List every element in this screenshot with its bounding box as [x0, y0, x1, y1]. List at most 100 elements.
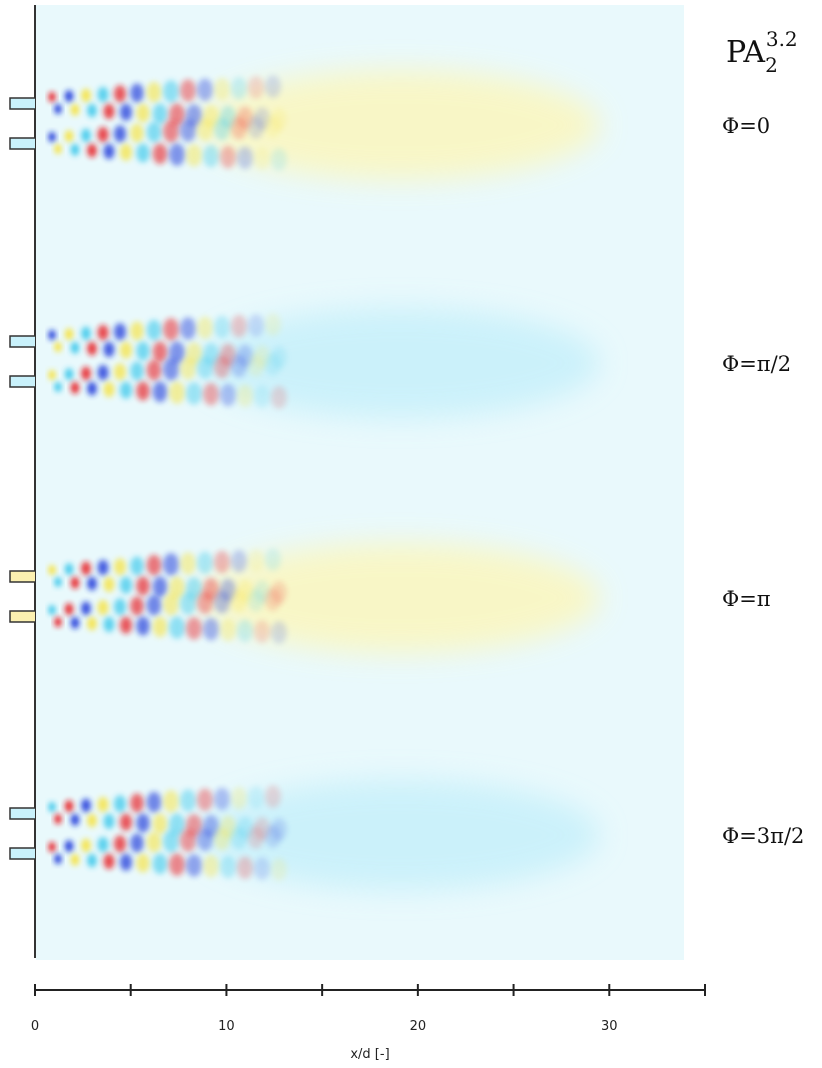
field-blob — [169, 143, 185, 166]
x-tick-label: 30 — [601, 1019, 618, 1034]
field-blob — [48, 842, 56, 852]
field-blob — [146, 791, 162, 813]
field-blob — [70, 616, 80, 629]
field-blob — [130, 793, 144, 813]
field-blob — [48, 802, 56, 812]
field-blob — [231, 76, 247, 100]
field-blob — [265, 353, 281, 376]
field-blob — [70, 853, 80, 866]
field-blob — [64, 603, 74, 616]
field-blob — [163, 593, 179, 616]
field-blob — [214, 315, 230, 339]
field-blob — [54, 104, 62, 114]
field-blob — [81, 561, 91, 576]
field-blob — [248, 826, 264, 849]
field-blob — [136, 576, 150, 596]
field-blob — [48, 132, 56, 142]
field-haze — [200, 70, 600, 180]
field-blob — [70, 813, 80, 826]
field-blob — [152, 381, 168, 403]
x-tick-label: 10 — [218, 1019, 235, 1034]
field-blob — [231, 354, 247, 378]
nozzle — [9, 335, 35, 348]
field-blob — [265, 115, 281, 138]
field-blob — [231, 786, 247, 810]
field-blob — [146, 319, 162, 341]
field-blob — [48, 92, 56, 102]
field-blob — [70, 381, 80, 394]
field-blob — [197, 828, 213, 852]
field-haze — [200, 780, 600, 890]
field-blob — [48, 370, 56, 380]
field-blob — [146, 121, 162, 143]
field-blob — [113, 363, 127, 381]
panel-label: Φ=π/2 — [722, 352, 791, 376]
field-blob — [248, 354, 264, 377]
field-blob — [265, 313, 281, 336]
field-blob — [130, 321, 144, 341]
field-blob — [203, 144, 219, 168]
field-blob — [97, 559, 109, 576]
field-blob — [237, 384, 253, 408]
field-blob — [271, 858, 287, 881]
field-blob — [64, 130, 74, 143]
field-blob — [197, 356, 213, 380]
field-blob — [231, 549, 247, 573]
field-blob — [248, 76, 264, 99]
field-blob — [48, 565, 56, 575]
field-blob — [163, 80, 179, 103]
field-blob — [214, 355, 230, 379]
field-blob — [48, 605, 56, 615]
field-blob — [231, 116, 247, 140]
field-blob — [146, 594, 162, 616]
field-blob — [231, 314, 247, 338]
field-blob — [186, 854, 202, 877]
field-blob — [180, 829, 196, 852]
field-blob — [119, 853, 133, 871]
field-blob — [97, 599, 109, 616]
field-blob — [197, 591, 213, 615]
field-blob — [180, 357, 196, 380]
field-blob — [97, 86, 109, 103]
panel-label: Φ=0 — [722, 114, 770, 138]
title-sub: 2 — [765, 53, 778, 77]
field-blob — [113, 835, 127, 853]
field-blob — [254, 385, 270, 408]
field-blob — [231, 826, 247, 850]
field-blob — [197, 316, 213, 340]
field-blob — [220, 145, 236, 169]
field-blob — [152, 813, 168, 835]
field-blob — [271, 621, 287, 644]
field-blob — [203, 854, 219, 878]
title-base: PA — [726, 35, 765, 70]
field-blob — [64, 328, 74, 341]
field-blob — [152, 341, 168, 363]
x-axis-label: x/d [-] — [350, 1047, 389, 1062]
nozzle — [9, 610, 35, 623]
field-blob — [163, 790, 179, 813]
field-blob — [248, 116, 264, 139]
field-blob — [197, 78, 213, 102]
field-blob — [119, 103, 133, 121]
field-blob — [64, 563, 74, 576]
field-blob — [136, 143, 150, 163]
field-blob — [87, 576, 97, 591]
field-blob — [81, 366, 91, 381]
field-blob — [237, 146, 253, 170]
field-blob — [54, 854, 62, 864]
field-blob — [87, 341, 97, 356]
field-blob — [186, 144, 202, 167]
field-blob — [186, 617, 202, 640]
field-blob — [103, 576, 115, 593]
field-blob — [180, 79, 196, 102]
field-blob — [214, 117, 230, 141]
field-blob — [163, 120, 179, 143]
field-blob — [146, 81, 162, 103]
field-blob — [103, 813, 115, 830]
field-blob — [180, 552, 196, 575]
field-blob — [113, 323, 127, 341]
field-blob — [254, 857, 270, 880]
field-blob — [136, 381, 150, 401]
field-blob — [146, 554, 162, 576]
field-blob — [87, 103, 97, 118]
